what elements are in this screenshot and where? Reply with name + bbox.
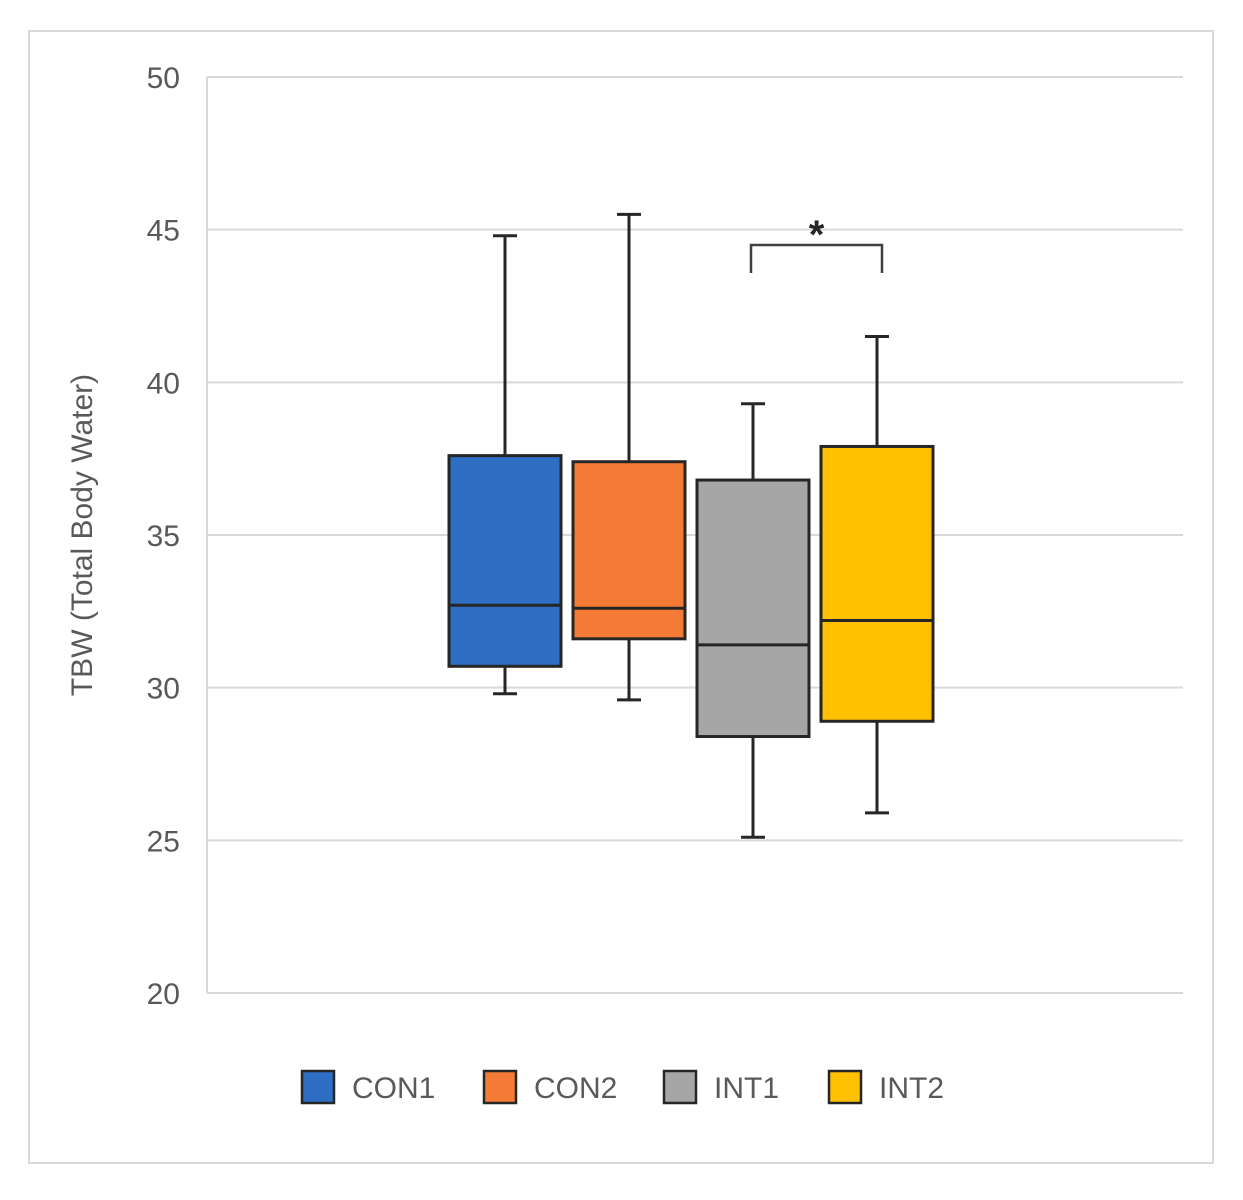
box-int1 (695, 478, 811, 739)
box-int2 (819, 444, 935, 723)
y-tick-label: 40 (147, 367, 180, 400)
legend-label: CON1 (352, 1072, 435, 1105)
legend-label: CON2 (534, 1072, 617, 1105)
legend-swatch-int2 (827, 1069, 863, 1105)
box-con1 (447, 454, 563, 668)
legend-swatch-con2 (482, 1069, 518, 1105)
legend-swatch-int1 (662, 1069, 698, 1105)
y-tick-label: 50 (147, 62, 180, 95)
y-tick-label: 35 (147, 520, 180, 553)
legend-label: INT2 (879, 1072, 944, 1105)
y-tick-label: 25 (147, 825, 180, 858)
y-tick-label: 45 (147, 215, 180, 248)
y-tick-label: 20 (147, 978, 180, 1011)
significance-bracket (749, 243, 884, 273)
box-con2 (571, 460, 687, 641)
significance-asterisk: * (809, 213, 825, 257)
chart-frame (28, 30, 1214, 1164)
legend-label: INT1 (714, 1072, 779, 1105)
legend-swatch-con1 (300, 1069, 336, 1105)
y-axis-label: TBW (Total Body Water) (66, 374, 99, 696)
y-tick-label: 30 (147, 673, 180, 706)
